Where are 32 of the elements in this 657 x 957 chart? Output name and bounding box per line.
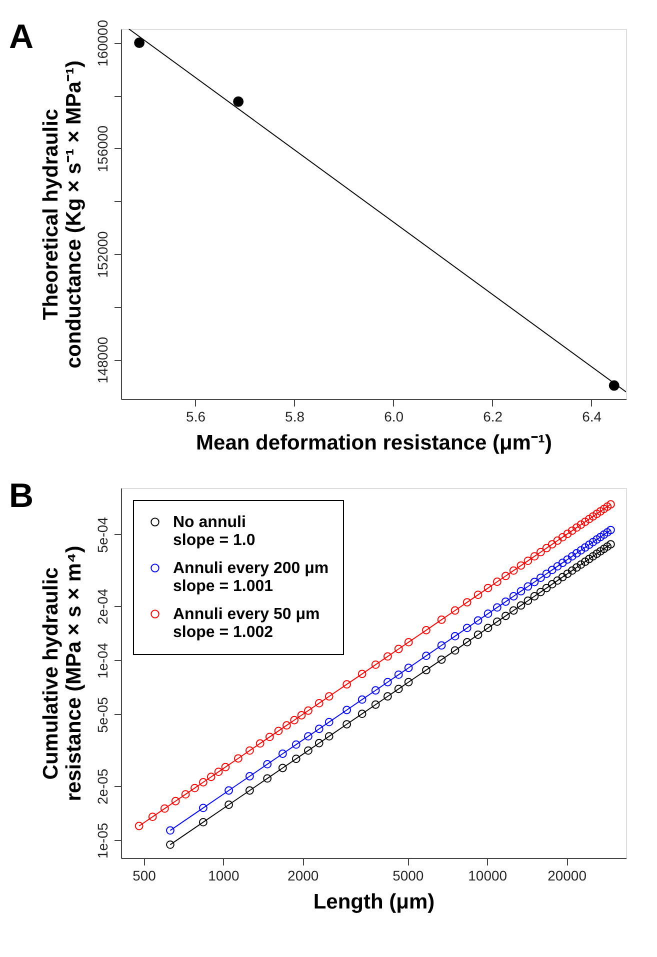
- x-tick-label: 5000: [392, 868, 424, 884]
- x-tick-label: 5.8: [285, 408, 305, 424]
- text: B: [9, 477, 34, 515]
- y-tick-label: 148000: [94, 336, 110, 384]
- x-axis-title: Mean deformation resistance (μm⁻¹): [196, 432, 552, 454]
- y-tick-label: 152000: [94, 230, 110, 278]
- y-tick-label: 5e-04: [94, 516, 110, 553]
- x-tick-label: 6.0: [384, 408, 404, 424]
- y-tick-label: 156000: [94, 125, 110, 172]
- y-tick-label: 2e-05: [94, 768, 110, 804]
- x-tick-label: 20000: [548, 868, 587, 884]
- y-tick-label: 5e-05: [94, 696, 110, 733]
- x-tick-label: 5.6: [186, 408, 206, 424]
- x-tick-label: 1000: [208, 868, 240, 884]
- x-axis-title: Length (μm): [313, 890, 435, 914]
- x-tick-label: 6.4: [582, 408, 602, 424]
- y-axis-title: Cumulative hydraulic resistance (MPa × s × m⁴): [40, 546, 86, 802]
- legend-label: Annuli every 200 μm slope = 1.001: [173, 560, 329, 595]
- x-tick-label: 10000: [468, 868, 508, 884]
- legend-label: Annuli every 50 μm slope = 1.002: [173, 606, 320, 641]
- legend-label: No annuli slope = 1.0: [173, 514, 256, 549]
- y-tick-label: 2e-04: [94, 588, 110, 624]
- y-axis-title: Theoretical hydraulic conductance (Kg × s⁻¹ × MPa⁻¹): [40, 60, 86, 369]
- point: [134, 38, 145, 48]
- x-tick-label: 500: [132, 868, 156, 884]
- x-tick-label: 2000: [288, 868, 319, 884]
- y-tick-label: 1e-05: [94, 822, 110, 859]
- y-tick-label: 1e-04: [94, 642, 110, 679]
- x-tick-label: 6.2: [483, 408, 503, 424]
- y-tick-label: 160000: [94, 20, 110, 67]
- text: A: [9, 18, 34, 56]
- point: [233, 96, 244, 107]
